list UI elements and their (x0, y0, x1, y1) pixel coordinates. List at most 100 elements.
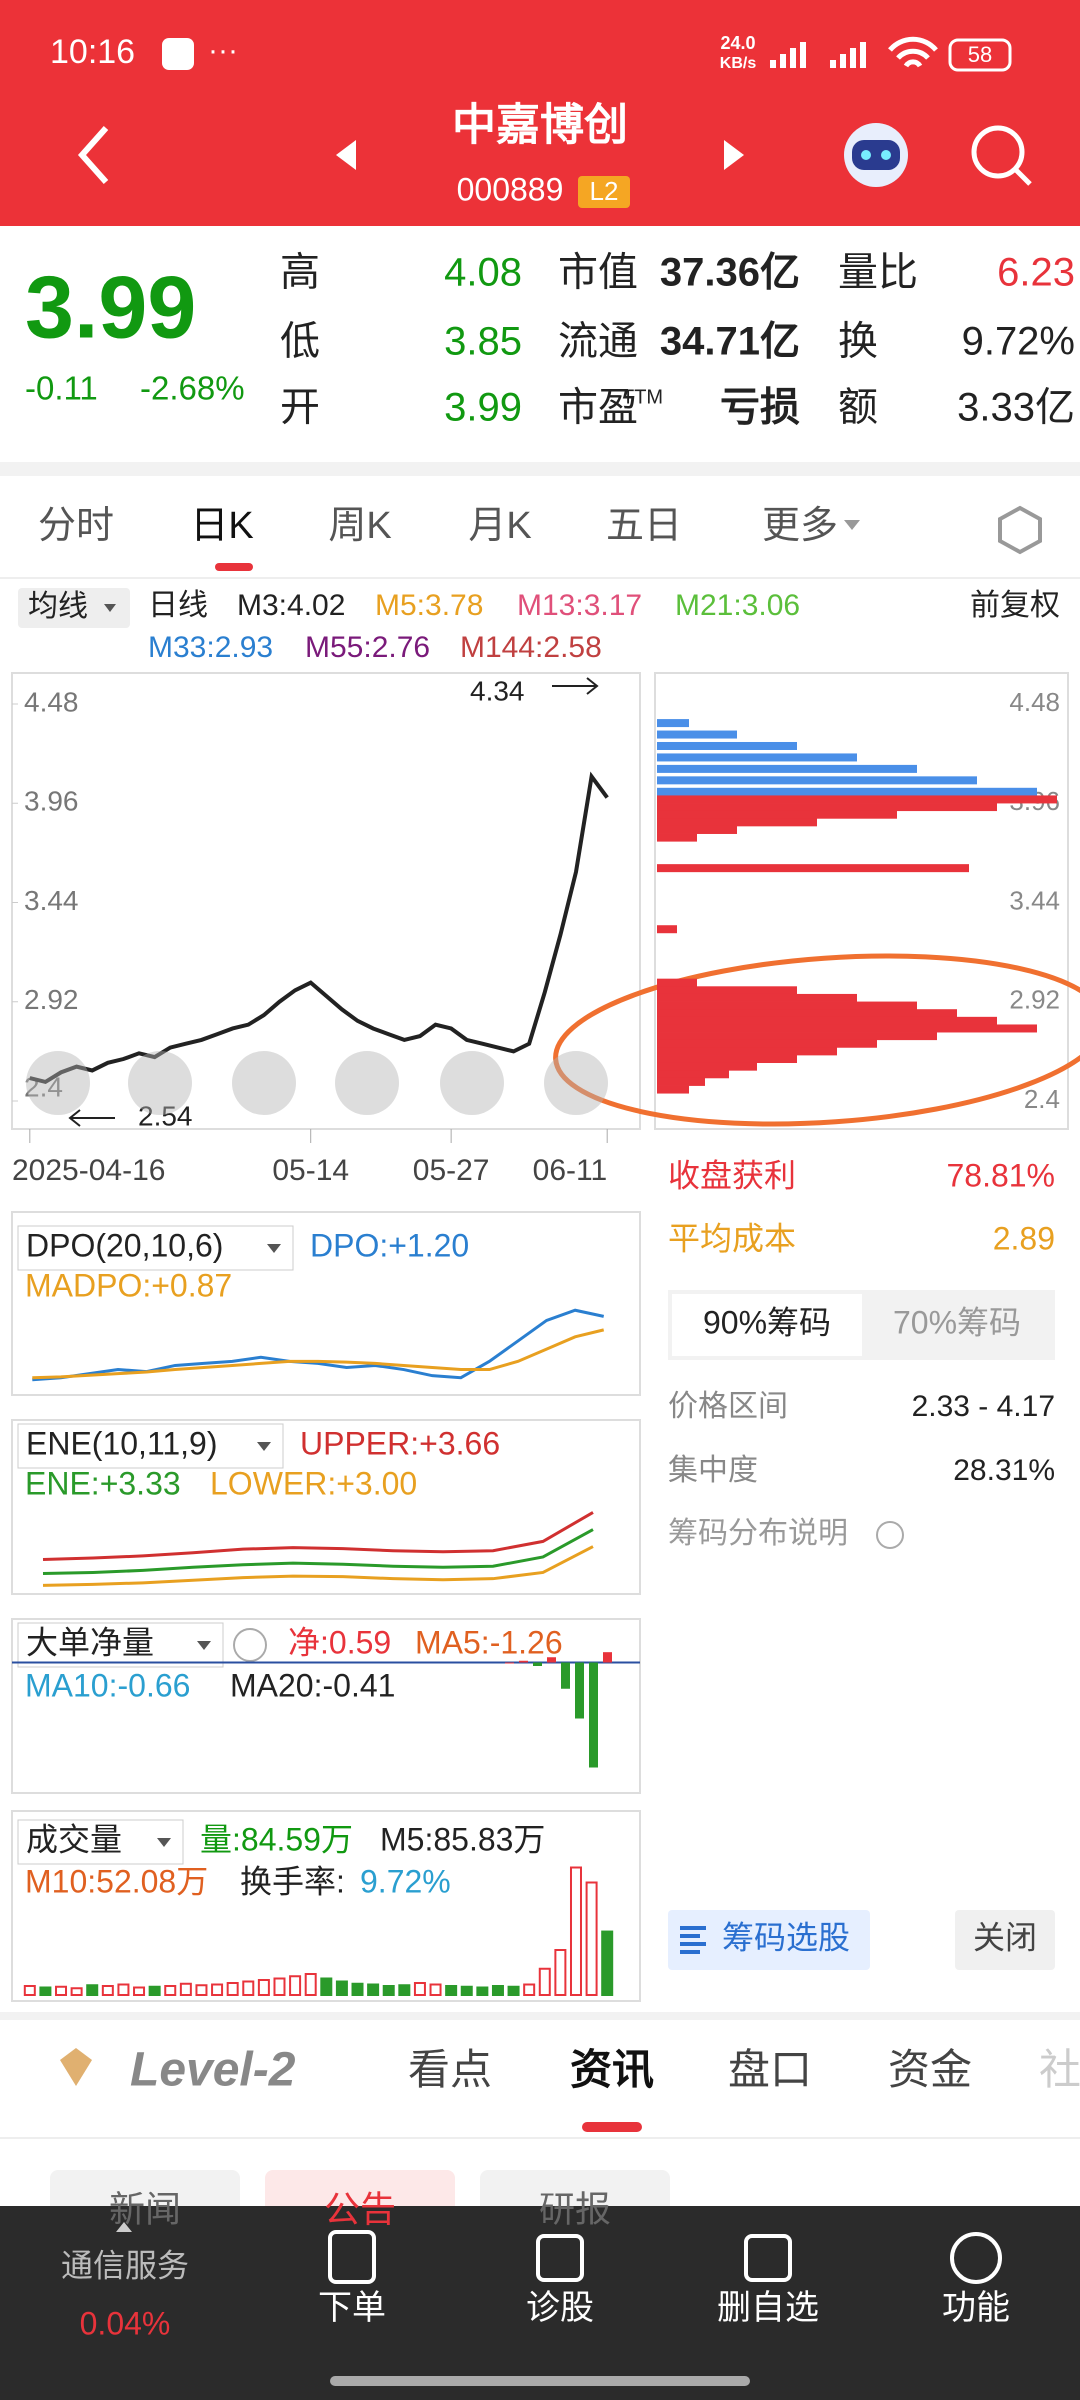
arrow (552, 677, 599, 695)
indicator-button[interactable] (17, 1819, 184, 1865)
chip-note[interactable]: 筹码分布说明 (668, 1517, 848, 1550)
content-tab[interactable]: 社 (1039, 2046, 1080, 2093)
price-line (32, 1328, 605, 1380)
sub-tab: 公告 (324, 2189, 396, 2230)
quote-label: 市值 (558, 251, 638, 295)
chip-bar (657, 1077, 705, 1086)
time: 10:16 (50, 33, 135, 71)
nav-icons (328, 2230, 1002, 2284)
price-line (42, 1528, 594, 1576)
period-tab[interactable]: 分时 (38, 505, 114, 547)
quote-label: 高 (280, 251, 320, 295)
chip-bar (657, 818, 817, 827)
quote-label: 低 (280, 320, 320, 364)
ma-label: M13:3.17 (517, 589, 642, 622)
turnover-label: 换手率: (240, 1863, 345, 1899)
quote-label: 量比 (838, 251, 918, 295)
ene-value: ENE:+3.33 (25, 1465, 181, 1501)
chip-bar (657, 986, 797, 995)
dropdown-arrow (257, 1442, 271, 1451)
header-bg (0, 0, 1080, 226)
period-tab[interactable]: 日K (190, 505, 253, 547)
volume-frame (11, 1810, 641, 2002)
chip-y-tick-label: 4.48 (1009, 687, 1060, 717)
nav-button[interactable] (26, 1051, 90, 1115)
nav-item[interactable]: 功能 (942, 2289, 1010, 2327)
prev-stock[interactable] (336, 140, 356, 170)
volume-bar (195, 1984, 208, 1996)
ma-button[interactable] (18, 588, 130, 628)
nav-item[interactable]: 删自选 (717, 2289, 819, 2327)
back-button[interactable] (77, 126, 109, 184)
x-tick-label: 06-11 (533, 1154, 608, 1187)
chip-bar (657, 787, 1037, 796)
volume-bar (117, 1983, 130, 1996)
content-tab[interactable]: 资讯 (570, 2046, 654, 2093)
content-tab[interactable]: 盘口 (728, 2046, 812, 2093)
chip-bar (657, 1024, 1037, 1033)
profit: 78.81% (946, 1157, 1055, 1193)
period-tab[interactable]: 更多 (762, 505, 838, 547)
chip-bar (657, 1085, 689, 1094)
volume-bar (101, 1985, 114, 1996)
menu-icon (950, 2232, 1002, 2284)
price-line (42, 1545, 594, 1587)
volume-bar (460, 1985, 473, 1996)
settings-button[interactable] (998, 505, 1042, 555)
dropdown-arrow (157, 1838, 171, 1847)
ttm: TTM (622, 386, 663, 408)
indicator-button[interactable] (17, 1622, 224, 1668)
chip-select-button[interactable] (668, 1910, 870, 1970)
profit-label: 收盘获利 (668, 1157, 796, 1193)
nav-item[interactable]: 诊股 (526, 2289, 594, 2327)
close-button[interactable] (955, 1910, 1055, 1970)
robot-eye (881, 150, 891, 160)
chip-y-tick-label: 2.92 (1009, 985, 1060, 1015)
chip-tab[interactable]: 90%筹码 (703, 1304, 831, 1340)
quote-value: 34.71亿 (660, 320, 800, 364)
speed: 24.0 (720, 33, 755, 53)
quote-value: 3.33亿 (957, 386, 1075, 430)
adjust[interactable]: 前复权 (970, 589, 1060, 622)
level2-tab[interactable]: Level-2 (130, 2044, 296, 2097)
wifi-icon (888, 36, 938, 68)
net-bar (547, 1657, 556, 1663)
level2-icon (60, 2048, 92, 2086)
nav-button[interactable] (440, 1051, 504, 1115)
x-tick-label: 05-14 (272, 1154, 349, 1187)
chip-select-icon (680, 1926, 706, 1954)
chip-bar (657, 1062, 757, 1071)
content-tab[interactable]: 看点 (408, 2046, 492, 2093)
price-line (42, 1511, 594, 1562)
quote-label: 流通 (558, 320, 638, 364)
chip-bar (657, 925, 677, 934)
dropdown-arrow (267, 1244, 281, 1253)
conc: 28.31% (953, 1454, 1055, 1487)
ma5-value: MA5:-1.26 (415, 1624, 563, 1660)
search-button[interactable] (971, 125, 1025, 179)
nav-button[interactable] (544, 1051, 608, 1115)
period-tab[interactable]: 月K (468, 505, 531, 547)
nav-item[interactable]: 下单 (318, 2289, 386, 2327)
ma10-value: MA10:-0.66 (25, 1667, 190, 1703)
nav-button[interactable] (128, 1051, 192, 1115)
ma-button-text: 均线 (28, 590, 88, 623)
sector[interactable]: 通信服务 (61, 2247, 189, 2283)
chip-tab[interactable]: 70%筹码 (893, 1304, 1021, 1340)
indicator-button[interactable] (17, 1225, 294, 1271)
nav-button[interactable] (232, 1051, 296, 1115)
ma-label: M3:4.02 (237, 589, 345, 622)
content-tab[interactable]: 资金 (888, 2046, 972, 2093)
next-stock[interactable] (724, 140, 744, 170)
period-tab[interactable]: 周K (328, 505, 391, 547)
volume-bar (257, 1979, 270, 1996)
x-tick-label: 2025-04-16 (12, 1154, 165, 1187)
period-tab[interactable]: 五日 (606, 505, 682, 547)
indicator-button[interactable] (17, 1423, 284, 1469)
home-indicator (330, 2376, 750, 2386)
nav-button[interactable] (335, 1051, 399, 1115)
up-arrow (116, 2222, 132, 2232)
y-tick-label: 4.48 (24, 686, 79, 717)
net-bar (589, 1662, 598, 1768)
